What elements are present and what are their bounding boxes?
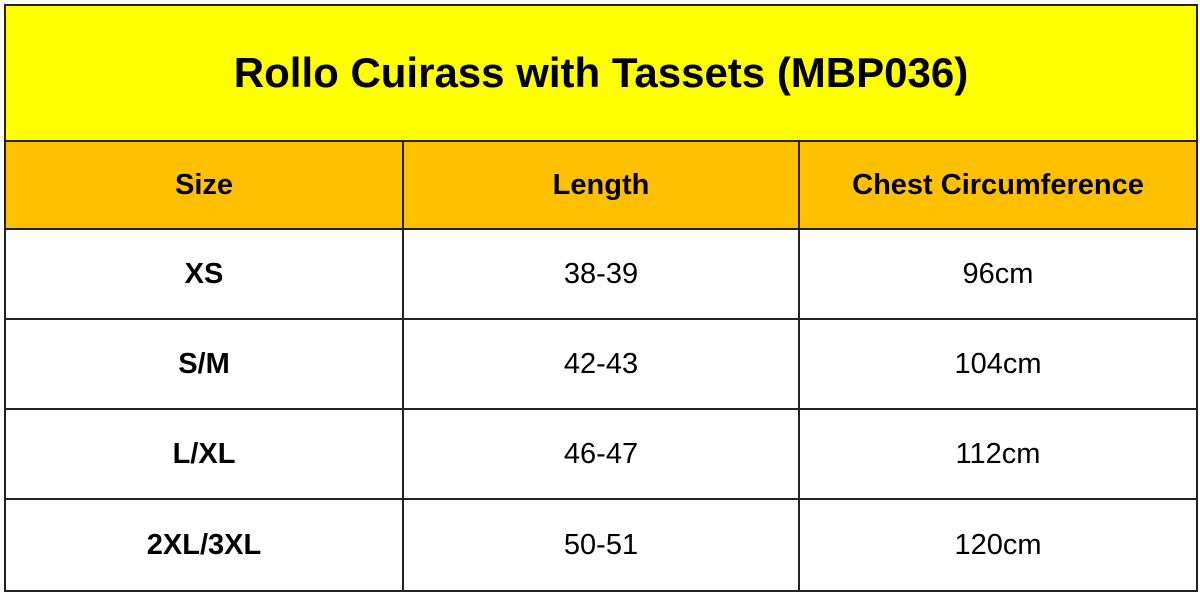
measure-cell: 42-43 [404, 320, 800, 410]
size-cell: L/XL [6, 410, 404, 500]
table-title: Rollo Cuirass with Tassets (MBP036) [6, 6, 1196, 142]
column-header: Size [6, 142, 404, 230]
measure-cell: 120cm [800, 500, 1196, 590]
measure-cell: 96cm [800, 230, 1196, 320]
size-cell: 2XL/3XL [6, 500, 404, 590]
column-header: Chest Circumference [800, 142, 1196, 230]
measure-cell: 50-51 [404, 500, 800, 590]
column-header: Length [404, 142, 800, 230]
measure-cell: 46-47 [404, 410, 800, 500]
size-chart: Rollo Cuirass with Tassets (MBP036) Size… [4, 4, 1198, 592]
measure-cell: 38-39 [404, 230, 800, 320]
measure-cell: 104cm [800, 320, 1196, 410]
measure-cell: 112cm [800, 410, 1196, 500]
size-cell: XS [6, 230, 404, 320]
size-cell: S/M [6, 320, 404, 410]
